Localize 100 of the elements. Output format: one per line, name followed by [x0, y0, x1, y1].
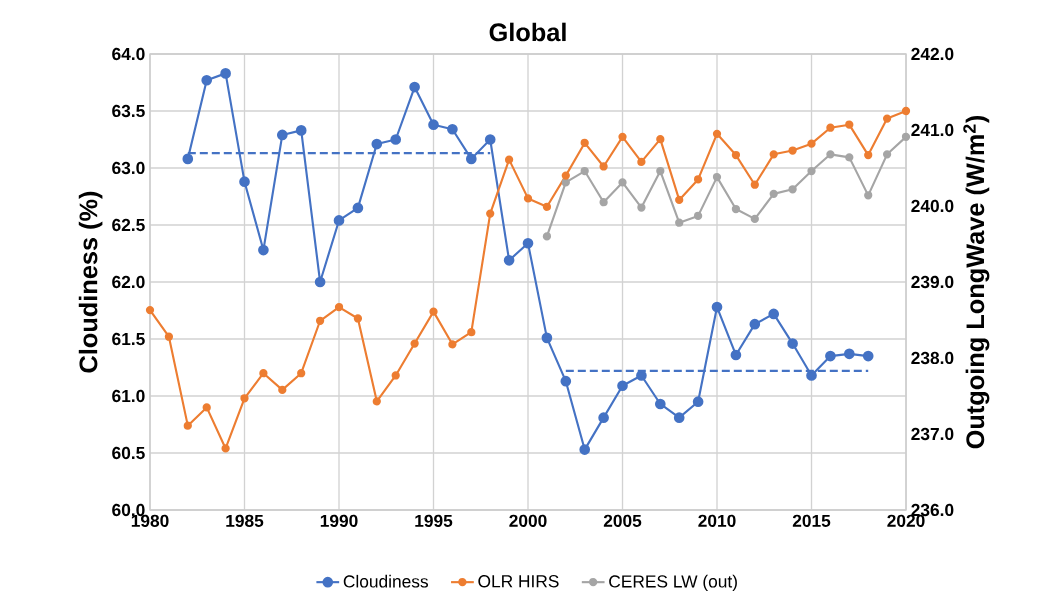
- point: [730, 349, 742, 361]
- point: [504, 155, 514, 164]
- point: [484, 134, 496, 145]
- point: [447, 123, 458, 135]
- point: [201, 74, 213, 86]
- point: [692, 396, 704, 408]
- point: [259, 369, 268, 378]
- point: [882, 150, 892, 159]
- point: [750, 180, 759, 189]
- point: [239, 176, 250, 188]
- y2-axis-title: Outgoing LongWave (W/m$^{2}$): [963, 115, 990, 449]
- y-tick-label: 63.0: [112, 161, 145, 175]
- y-tick-label: 61.0: [112, 389, 145, 403]
- point: [352, 202, 364, 214]
- y-tick-label: 63.5: [112, 104, 145, 118]
- point: [580, 138, 589, 148]
- point: [712, 129, 722, 138]
- point: [467, 328, 476, 337]
- point: [826, 123, 835, 132]
- point: [220, 68, 231, 79]
- point: [769, 189, 778, 198]
- point: [276, 129, 288, 141]
- x-tick-label: 1985: [226, 514, 264, 527]
- point: [598, 412, 609, 423]
- point: [542, 232, 552, 241]
- point: [522, 237, 534, 249]
- y-tick-label: 62.5: [112, 218, 145, 232]
- point: [845, 120, 854, 129]
- legend-label: CERES LW (out): [609, 574, 737, 592]
- point: [333, 215, 345, 226]
- point: [561, 171, 570, 180]
- point: [769, 150, 778, 159]
- y-axis-title: Cloudiness (%): [78, 191, 103, 373]
- point: [843, 348, 855, 360]
- point: [542, 202, 552, 211]
- point: [164, 332, 174, 341]
- point: [202, 403, 211, 412]
- point: [410, 339, 419, 348]
- y2-tick-label: 238.0: [911, 351, 954, 365]
- point: [845, 153, 854, 162]
- point: [826, 150, 835, 159]
- point: [183, 421, 192, 430]
- point: [409, 81, 420, 93]
- y2-tick-label: 239.0: [911, 275, 954, 289]
- point: [240, 394, 249, 403]
- y-tick-label: 62.0: [112, 275, 145, 289]
- point: [788, 146, 797, 155]
- point: [807, 139, 816, 148]
- point: [503, 255, 515, 266]
- point: [882, 114, 892, 123]
- point: [541, 332, 553, 344]
- point: [637, 157, 646, 167]
- point: [749, 318, 761, 330]
- point: [901, 132, 911, 141]
- point: [448, 340, 457, 349]
- point: [807, 166, 816, 176]
- point: [788, 185, 797, 194]
- point: [428, 119, 439, 131]
- point: [693, 175, 703, 184]
- y-tick-label: 60.5: [112, 446, 145, 460]
- point: [561, 178, 570, 187]
- point: [465, 153, 477, 165]
- point: [862, 350, 874, 362]
- point: [825, 350, 836, 362]
- point: [618, 132, 627, 141]
- point: [353, 314, 363, 323]
- x-tick-label: 1995: [415, 514, 453, 527]
- point: [278, 385, 287, 395]
- x-tick-label: 2015: [792, 514, 831, 527]
- point: [731, 150, 741, 160]
- point: [221, 444, 230, 453]
- point: [693, 211, 703, 221]
- point: [864, 150, 873, 160]
- legend-label: OLR HIRS: [478, 575, 559, 588]
- x-tick-label: 1990: [320, 514, 358, 527]
- point: [675, 195, 684, 205]
- point: [637, 203, 646, 212]
- point: [429, 307, 438, 316]
- point: [654, 398, 666, 410]
- y2-tick-label: 240.0: [911, 199, 954, 213]
- point: [731, 204, 741, 214]
- legend-label: Cloudiness: [343, 574, 429, 588]
- x-tick-label: 2000: [509, 514, 547, 527]
- point: [675, 218, 684, 227]
- point: [768, 308, 780, 320]
- point: [673, 412, 685, 423]
- point: [618, 178, 627, 187]
- point: [295, 125, 307, 136]
- x-tick-label: 2010: [698, 514, 736, 527]
- y2-tick-label: 242.0: [911, 47, 954, 61]
- point: [806, 370, 817, 381]
- point: [787, 338, 798, 349]
- point: [901, 106, 911, 116]
- point: [297, 369, 306, 378]
- point: [599, 162, 608, 171]
- point: [560, 375, 572, 387]
- point: [656, 166, 665, 176]
- point: [617, 380, 628, 392]
- point: [371, 138, 383, 150]
- point: [656, 134, 665, 144]
